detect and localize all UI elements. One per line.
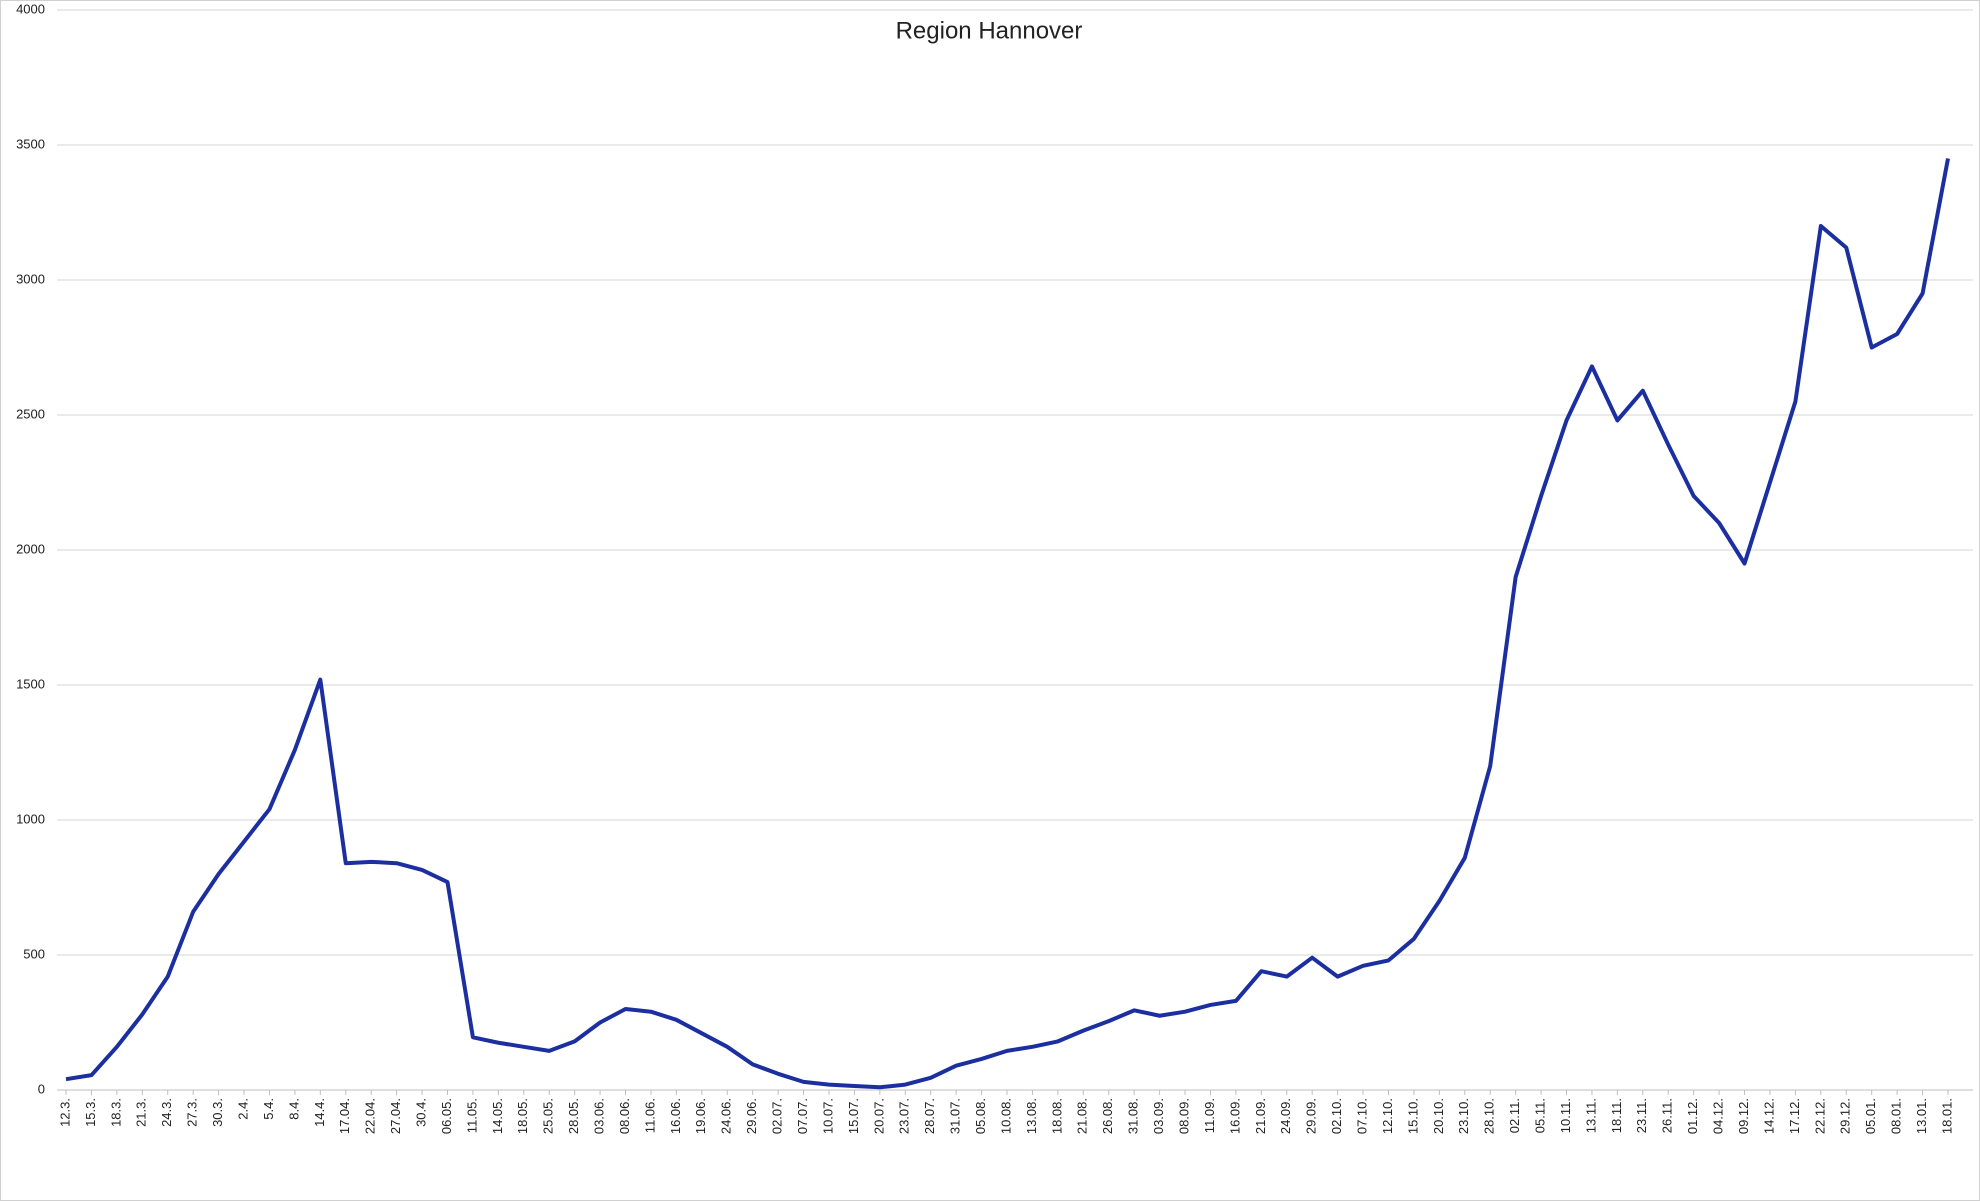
x-tick-label: 01.12. [1685,1098,1700,1134]
x-tick-label: 11.06. [642,1098,657,1133]
x-tick-label: 02.07. [770,1098,785,1134]
x-tick-label: 24.3. [159,1098,174,1127]
x-tick-label: 18.08. [1049,1098,1064,1134]
x-tick-label: 5.4. [261,1098,276,1120]
x-tick-label: 22.12. [1812,1098,1827,1134]
x-tick-label: 30.3. [210,1098,225,1127]
x-tick-label: 21.09. [1253,1098,1268,1134]
x-tick-label: 03.06. [592,1098,607,1134]
x-tick-label: 10.11. [1558,1098,1573,1133]
x-tick-label: 28.07. [922,1098,937,1134]
x-tick-label: 27.3. [185,1098,200,1127]
x-tick-label: 18.05. [515,1098,530,1134]
x-tick-label: 29.06. [744,1098,759,1134]
x-tick-label: 24.06. [719,1098,734,1134]
x-tick-label: 18.01. [1939,1098,1954,1134]
x-tick-label: 26.11. [1660,1098,1675,1133]
x-tick-label: 28.10. [1482,1098,1497,1134]
y-tick-label: 1500 [16,676,45,691]
x-tick-label: 13.08. [1024,1098,1039,1134]
x-tick-label: 11.09. [1202,1098,1217,1133]
y-tick-label: 500 [23,946,45,961]
x-tick-label: 08.09. [1176,1098,1191,1134]
x-tick-label: 17.04. [337,1098,352,1134]
x-tick-label: 31.07. [948,1098,963,1134]
x-tick-label: 14.05. [490,1098,505,1134]
x-tick-label: 8.4. [286,1098,301,1120]
x-tick-label: 20.07. [871,1098,886,1134]
x-tick-label: 09.12. [1736,1098,1751,1134]
x-tick-label: 05.01. [1863,1098,1878,1134]
y-tick-label: 3500 [16,136,45,151]
x-tick-label: 15.07. [846,1098,861,1134]
x-tick-label: 25.05. [541,1098,556,1134]
x-tick-label: 10.07. [820,1098,835,1134]
x-tick-label: 07.07. [795,1098,810,1134]
x-tick-label: 11.05. [464,1098,479,1133]
chart-title: Region Hannover [896,17,1083,44]
x-tick-label: 28.05. [566,1098,581,1134]
x-tick-label: 20.10. [1431,1098,1446,1134]
x-tick-label: 04.12. [1711,1098,1726,1134]
x-tick-label: 26.08. [1100,1098,1115,1134]
x-tick-label: 2.4. [235,1098,250,1120]
y-tick-label: 1000 [16,811,45,826]
x-tick-label: 06.05. [439,1098,454,1134]
x-tick-label: 03.09. [1151,1098,1166,1134]
x-tick-label: 18.11. [1609,1098,1624,1133]
x-tick-label: 13.01. [1914,1098,1929,1134]
x-tick-label: 14.4. [312,1098,327,1127]
x-tick-label: 21.08. [1075,1098,1090,1134]
x-tick-label: 14.12. [1761,1098,1776,1134]
x-tick-label: 02.10. [1329,1098,1344,1134]
x-tick-label: 16.06. [668,1098,683,1134]
y-tick-label: 0 [38,1081,45,1096]
x-tick-label: 29.12. [1838,1098,1853,1134]
x-tick-label: 15.3. [83,1098,98,1127]
x-tick-label: 08.01. [1889,1098,1904,1134]
x-tick-label: 15.10. [1405,1098,1420,1134]
x-tick-label: 27.04. [388,1098,403,1134]
x-tick-label: 19.06. [693,1098,708,1134]
x-tick-label: 23.11. [1634,1098,1649,1133]
x-tick-label: 08.06. [617,1098,632,1134]
x-tick-label: 10.08. [998,1098,1013,1134]
y-tick-label: 4000 [16,1,45,16]
x-tick-label: 30.4. [413,1098,428,1127]
x-tick-label: 29.09. [1304,1098,1319,1134]
x-tick-label: 12.3. [57,1098,72,1127]
x-tick-label: 23.10. [1456,1098,1471,1134]
x-tick-label: 17.12. [1787,1098,1802,1134]
x-tick-label: 18.3. [108,1098,123,1127]
y-tick-label: 2000 [16,541,45,556]
x-tick-label: 21.3. [134,1098,149,1127]
x-tick-label: 22.04. [363,1098,378,1134]
x-tick-label: 23.07. [897,1098,912,1134]
x-tick-label: 24.09. [1278,1098,1293,1134]
x-tick-label: 05.08. [973,1098,988,1134]
x-tick-label: 31.08. [1126,1098,1141,1134]
y-tick-label: 2500 [16,406,45,421]
x-tick-label: 12.10. [1380,1098,1395,1134]
x-tick-label: 13.11. [1583,1098,1598,1133]
data-line [65,158,1950,1090]
x-tick-label: 05.11. [1533,1098,1548,1133]
x-tick-label: 16.09. [1227,1098,1242,1134]
y-tick-label: 3000 [16,271,45,286]
x-tick-label: 02.11. [1507,1098,1522,1133]
x-tick-label: 07.10. [1354,1098,1369,1134]
